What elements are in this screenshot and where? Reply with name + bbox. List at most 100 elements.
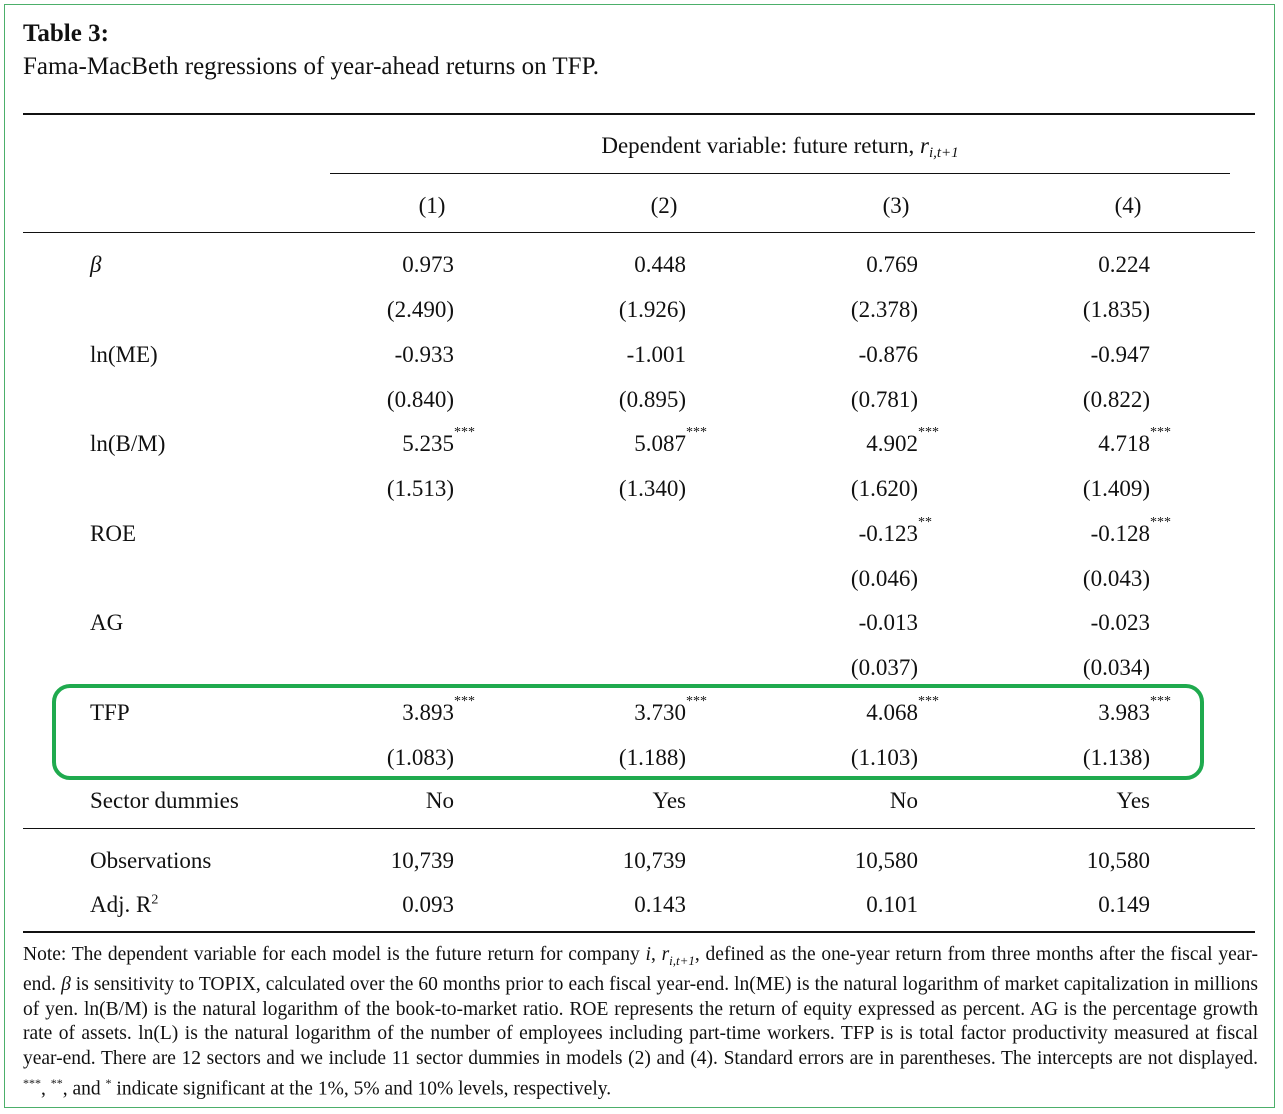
column-header-4: (4) (1114, 193, 1142, 218)
coefficient-cell: -0.947 (1010, 342, 1150, 368)
coefficient-cell: 0.769 (778, 252, 918, 278)
coefficient-cell: 5.087 *** (546, 425, 707, 457)
coefficient-cell: -0.128 *** (1010, 515, 1171, 547)
significance-stars: *** (918, 694, 939, 709)
tfp-highlight-box (52, 684, 1204, 780)
coefficient-value: 0.769 (866, 252, 918, 277)
coefficient-value: -0.023 (1090, 610, 1150, 635)
standard-error-cell: (1.409) (1082, 476, 1150, 501)
sector-dummies-cell: Yes (1116, 788, 1150, 813)
coefficient-cell: 3.730 *** (546, 694, 707, 726)
table-note: Note: The dependent variable for each mo… (23, 943, 1258, 1102)
coefficient-value: 5.087 *** (634, 425, 707, 456)
standard-error-cell: (0.895) (618, 387, 686, 412)
column-header-1: (1) (418, 193, 446, 218)
standard-error-cell: (1.926) (618, 297, 686, 322)
coefficient-value: 4.718 *** (1098, 425, 1171, 456)
row-label: ln(B/M) (90, 431, 166, 456)
note-symbol-r: r (661, 944, 670, 965)
note-text: , defined as the one-year return from th… (23, 944, 1258, 996)
significance-stars: *** (1150, 425, 1171, 440)
adj-r2-cell: 0.093 (402, 892, 454, 917)
significance-stars: *** (454, 425, 475, 440)
standard-error-cell: (1.620) (850, 476, 918, 501)
coefficient-cell: 3.893 *** (314, 694, 475, 726)
note-text: , (41, 1078, 51, 1100)
standard-error-cell: (2.378) (850, 297, 918, 322)
bottom-rule (23, 931, 1255, 933)
coefficient-cell: 3.983 *** (1010, 694, 1171, 726)
coefficient-value: 4.902 *** (866, 425, 939, 456)
coefficient-cell: -0.013 (778, 610, 918, 636)
note-stars: *** (23, 1076, 41, 1091)
column-header-2: (2) (650, 193, 678, 218)
dep-var-symbol: r (920, 133, 929, 158)
observations-label: Observations (90, 848, 212, 873)
adj-r2-cell: 0.101 (866, 892, 918, 917)
standard-error-cell: (0.840) (386, 387, 454, 412)
standard-error-cell: (0.781) (850, 387, 918, 412)
header-underline (330, 173, 1230, 174)
significance-stars: ** (918, 515, 932, 530)
row-label: AG (90, 610, 124, 635)
standard-error-cell: (1.138) (1082, 745, 1150, 770)
row-label: TFP (90, 700, 130, 725)
adj-r2-cell: 0.143 (634, 892, 686, 917)
coefficient-value: -0.013 (858, 610, 918, 635)
adj-r2-superscript: 2 (151, 892, 159, 908)
standard-error-cell: (1.340) (618, 476, 686, 501)
row-label: ROE (90, 521, 136, 546)
adj-r2-cell: 0.149 (1098, 892, 1150, 917)
coefficient-value: -1.001 (626, 342, 686, 367)
significance-stars: *** (1150, 694, 1171, 709)
sector-dummies-cell: No (425, 788, 454, 813)
standard-error-cell: (0.034) (1082, 655, 1150, 680)
adj-r2-label-text: Adj. R (90, 892, 152, 917)
coefficient-value: -0.947 (1090, 342, 1150, 367)
dep-var-text: Dependent variable: future return, (601, 133, 920, 158)
header-rule (23, 232, 1255, 233)
coefficient-cell: 5.235 *** (314, 425, 475, 457)
observations-cell: 10,739 (390, 848, 454, 873)
standard-error-cell: (0.043) (1082, 566, 1150, 591)
note-stars: * (105, 1076, 112, 1091)
coefficient-cell: 0.973 (314, 252, 454, 278)
top-rule (23, 113, 1255, 115)
coefficient-value: 0.448 (634, 252, 686, 277)
coefficient-cell: 4.718 *** (1010, 425, 1171, 457)
coefficient-cell: -0.023 (1010, 610, 1150, 636)
coefficient-value: 3.730 *** (634, 694, 707, 725)
coefficient-cell: 4.068 *** (778, 694, 939, 726)
coefficient-value: -0.123 ** (858, 515, 932, 546)
coefficient-cell: -0.876 (778, 342, 918, 368)
significance-stars: *** (1150, 515, 1171, 530)
standard-error-cell: (1.083) (386, 745, 454, 770)
note-text: , and (62, 1078, 106, 1100)
coefficient-value: 3.983 *** (1098, 694, 1171, 725)
adj-r2-label: Adj. R2 (90, 892, 158, 918)
observations-cell: 10,580 (1086, 848, 1150, 873)
note-stars: ** (50, 1076, 63, 1091)
coefficient-value: -0.933 (394, 342, 454, 367)
coefficient-value: 4.068 *** (866, 694, 939, 725)
significance-stars: *** (918, 425, 939, 440)
significance-stars: *** (686, 694, 707, 709)
note-text: indicate significant at the 1%, 5% and 1… (111, 1078, 612, 1100)
note-symbol-beta: β (61, 974, 71, 996)
coefficient-cell: 0.448 (546, 252, 686, 278)
coefficient-value: 0.224 (1098, 252, 1150, 277)
table-title: Table 3: (23, 20, 109, 47)
stats-rule (23, 828, 1255, 829)
coefficient-cell: -0.123 ** (778, 515, 932, 547)
note-text: , (650, 944, 662, 965)
coefficient-value: 3.893 *** (402, 694, 475, 725)
coefficient-cell: -1.001 (546, 342, 686, 368)
coefficient-value: -0.128 *** (1090, 515, 1171, 546)
significance-stars: *** (686, 425, 707, 440)
table-frame (4, 4, 1275, 1108)
coefficient-cell: 4.902 *** (778, 425, 939, 457)
sector-dummies-cell: No (889, 788, 918, 813)
coefficient-value: -0.876 (858, 342, 918, 367)
coefficient-cell: -0.933 (314, 342, 454, 368)
note-text: is sensitivity to TOPIX, calculated over… (23, 974, 1259, 1069)
